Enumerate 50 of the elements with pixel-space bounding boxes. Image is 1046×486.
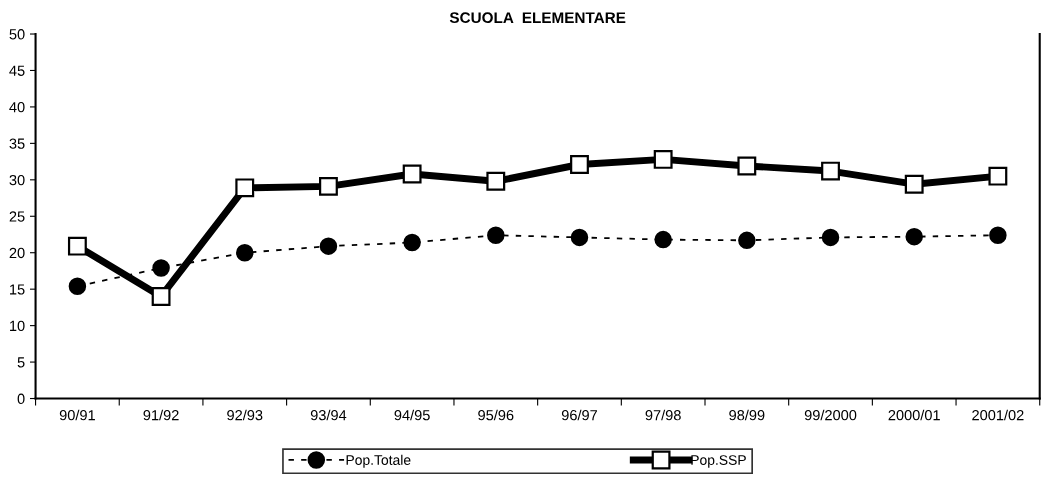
x-tick-label: 98/99 <box>729 409 765 421</box>
legend-label: Pop.SSP <box>691 455 746 468</box>
point <box>821 161 840 181</box>
point <box>235 178 255 198</box>
point <box>905 227 923 246</box>
y-tick-label: 20 <box>9 247 25 259</box>
point <box>989 226 1007 244</box>
legend-label: Pop.Totale <box>346 454 411 468</box>
point <box>654 230 672 249</box>
point <box>319 237 338 255</box>
x-tick-label: 2000/01 <box>888 409 940 421</box>
x-tick-label: 95/96 <box>478 409 514 421</box>
point <box>236 243 254 262</box>
point <box>68 277 87 295</box>
point <box>738 231 756 250</box>
point <box>988 166 1008 186</box>
point <box>152 259 170 277</box>
y-tick-label: 5 <box>17 357 25 368</box>
x-tick-label: 90/91 <box>59 409 95 421</box>
y-tick-label: 25 <box>9 211 25 222</box>
x-tick-label: 99/2000 <box>804 409 857 421</box>
y-tick-label: 35 <box>9 138 25 149</box>
point <box>737 156 757 176</box>
y-tick-label: 15 <box>10 284 25 295</box>
point <box>904 174 924 194</box>
point <box>821 228 840 247</box>
point <box>67 236 87 256</box>
chart-title: SCUOLA ELEMENTARE <box>449 12 626 24</box>
point <box>486 171 506 191</box>
x-tick-label: 2001/02 <box>972 409 1024 421</box>
point <box>319 176 338 196</box>
point <box>403 233 421 252</box>
y-tick-label: 0 <box>17 393 25 404</box>
point <box>402 164 422 184</box>
x-tick-label: 93/94 <box>310 409 347 421</box>
x-tick-label: 97/98 <box>645 409 681 421</box>
point <box>570 228 589 247</box>
x-tick-label: 92/93 <box>227 409 263 421</box>
y-tick-label: 30 <box>9 174 25 186</box>
x-tick-label: 96/97 <box>561 409 597 421</box>
y-tick-label: 10 <box>10 320 25 332</box>
x-tick-label: 94/95 <box>394 409 430 421</box>
point <box>151 287 171 306</box>
point <box>653 149 673 169</box>
y-tick-label: 45 <box>9 65 25 76</box>
y-tick-label: 50 <box>9 29 25 40</box>
point <box>487 226 505 244</box>
x-tick-label: 91/92 <box>143 409 179 421</box>
point <box>570 155 589 174</box>
y-tick-label: 40 <box>9 102 25 113</box>
